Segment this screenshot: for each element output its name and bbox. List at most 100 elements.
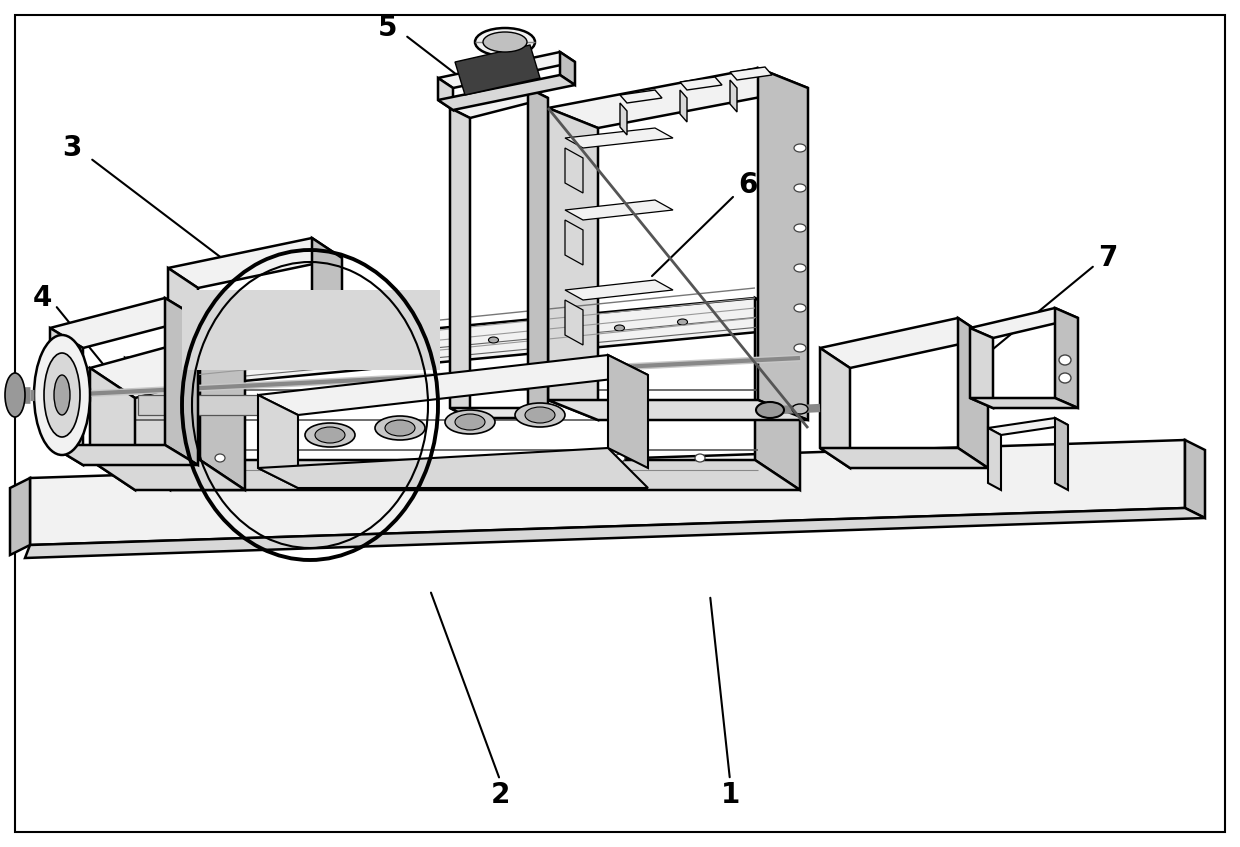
Ellipse shape — [677, 319, 687, 325]
Polygon shape — [258, 355, 649, 415]
Polygon shape — [988, 418, 1068, 435]
Polygon shape — [10, 478, 30, 555]
Polygon shape — [50, 298, 198, 348]
Text: 3: 3 — [62, 134, 82, 162]
Ellipse shape — [525, 407, 556, 423]
Polygon shape — [138, 395, 295, 415]
Polygon shape — [50, 445, 198, 465]
Polygon shape — [970, 398, 1078, 408]
Polygon shape — [565, 280, 673, 300]
Text: 6: 6 — [738, 171, 758, 199]
Polygon shape — [438, 75, 575, 110]
Polygon shape — [450, 408, 548, 418]
Polygon shape — [25, 508, 1205, 558]
Polygon shape — [125, 358, 170, 490]
Polygon shape — [1055, 418, 1068, 490]
Polygon shape — [620, 103, 627, 135]
Ellipse shape — [300, 355, 310, 361]
Polygon shape — [438, 78, 453, 110]
Polygon shape — [730, 80, 737, 112]
Ellipse shape — [794, 144, 806, 152]
Polygon shape — [167, 305, 342, 355]
Polygon shape — [1185, 440, 1205, 518]
Polygon shape — [565, 200, 673, 220]
Text: 5: 5 — [378, 14, 398, 42]
Polygon shape — [165, 298, 198, 465]
Polygon shape — [200, 338, 246, 490]
Polygon shape — [450, 108, 470, 418]
Polygon shape — [30, 440, 1185, 545]
Ellipse shape — [445, 410, 495, 434]
Polygon shape — [560, 52, 575, 85]
Ellipse shape — [362, 349, 372, 355]
Ellipse shape — [792, 404, 808, 414]
Ellipse shape — [489, 337, 498, 343]
Ellipse shape — [615, 325, 625, 331]
Ellipse shape — [215, 454, 224, 462]
Polygon shape — [167, 238, 342, 288]
Ellipse shape — [694, 454, 706, 462]
Polygon shape — [312, 238, 342, 325]
Polygon shape — [730, 67, 773, 80]
Polygon shape — [258, 448, 649, 488]
Polygon shape — [820, 348, 849, 468]
Ellipse shape — [374, 416, 425, 440]
Polygon shape — [565, 300, 583, 345]
Polygon shape — [182, 290, 440, 370]
Ellipse shape — [1059, 373, 1071, 383]
Polygon shape — [450, 88, 548, 118]
Polygon shape — [758, 68, 808, 420]
Text: 4: 4 — [32, 284, 52, 312]
Ellipse shape — [515, 403, 565, 427]
Polygon shape — [565, 128, 673, 148]
Polygon shape — [548, 400, 808, 420]
Ellipse shape — [794, 224, 806, 232]
Polygon shape — [1055, 308, 1078, 408]
Polygon shape — [620, 90, 662, 103]
Polygon shape — [125, 298, 800, 388]
Polygon shape — [91, 368, 135, 490]
Polygon shape — [959, 318, 988, 468]
Polygon shape — [91, 338, 246, 398]
Polygon shape — [820, 318, 988, 368]
Ellipse shape — [55, 375, 69, 415]
Ellipse shape — [315, 427, 345, 443]
Text: 7: 7 — [1099, 244, 1117, 272]
Polygon shape — [548, 108, 598, 420]
Ellipse shape — [33, 335, 91, 455]
Ellipse shape — [5, 373, 25, 417]
Ellipse shape — [43, 353, 81, 437]
Polygon shape — [680, 90, 687, 122]
Polygon shape — [755, 298, 800, 490]
Ellipse shape — [160, 454, 170, 462]
Polygon shape — [820, 448, 988, 468]
Ellipse shape — [794, 344, 806, 352]
Ellipse shape — [552, 331, 562, 337]
Ellipse shape — [305, 423, 355, 447]
Polygon shape — [565, 220, 583, 265]
Polygon shape — [50, 328, 83, 465]
Polygon shape — [455, 45, 539, 95]
Text: 2: 2 — [490, 781, 510, 809]
Ellipse shape — [455, 414, 485, 430]
Polygon shape — [988, 428, 1001, 490]
Polygon shape — [680, 77, 722, 90]
Ellipse shape — [1059, 355, 1071, 365]
Ellipse shape — [794, 304, 806, 312]
Polygon shape — [125, 460, 800, 490]
Polygon shape — [91, 460, 246, 490]
Polygon shape — [548, 68, 808, 128]
Text: 1: 1 — [720, 781, 739, 809]
Ellipse shape — [794, 184, 806, 192]
Ellipse shape — [425, 343, 435, 349]
Ellipse shape — [237, 361, 247, 367]
Polygon shape — [970, 308, 1078, 338]
Ellipse shape — [756, 402, 784, 418]
Ellipse shape — [794, 264, 806, 272]
Polygon shape — [528, 88, 548, 418]
Polygon shape — [258, 395, 298, 488]
Polygon shape — [565, 148, 583, 193]
Polygon shape — [438, 52, 575, 88]
Polygon shape — [167, 268, 198, 355]
Polygon shape — [970, 328, 993, 408]
